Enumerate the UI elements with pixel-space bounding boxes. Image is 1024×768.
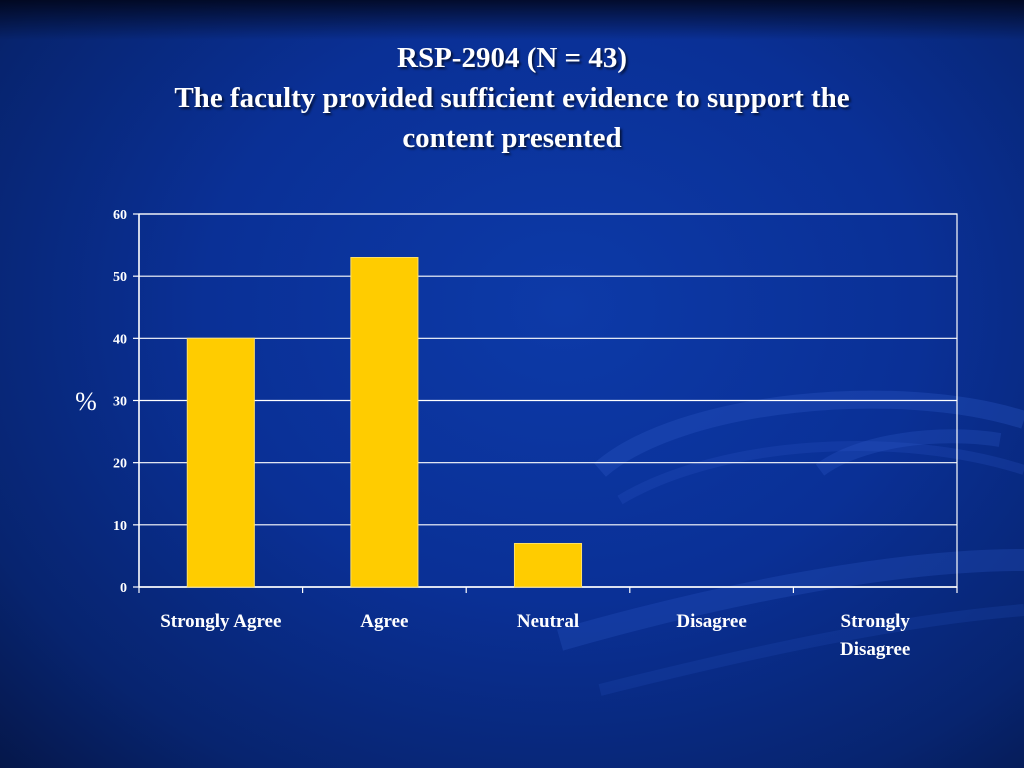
x-category-label: Neutral [517,611,579,632]
title-line-1: RSP-2904 (N = 43) [397,42,627,74]
x-category-label: Disagree [676,611,746,632]
y-axis-label: % [75,387,97,416]
bar [350,257,419,588]
y-tick-label: 60 [113,208,127,223]
bar [513,542,583,588]
y-tick-label: 50 [113,270,127,285]
title-line-3: content presented [402,122,622,154]
x-category-label: Disagree [840,639,910,660]
y-tick-label: 10 [113,519,127,534]
x-category-label: Strongly [841,611,911,632]
y-tick-label: 40 [113,332,127,347]
y-tick-label: 0 [120,581,127,596]
x-category-label: Agree [360,611,408,632]
slide-title: RSP-2904 (N = 43) The faculty provided s… [40,38,984,158]
bar [186,337,255,588]
x-category-label: Strongly Agree [160,611,281,632]
y-tick-label: 30 [113,395,127,410]
top-shadow [0,0,1024,40]
title-line-2: The faculty provided sufficient evidence… [174,82,850,114]
y-tick-label: 20 [113,457,127,472]
